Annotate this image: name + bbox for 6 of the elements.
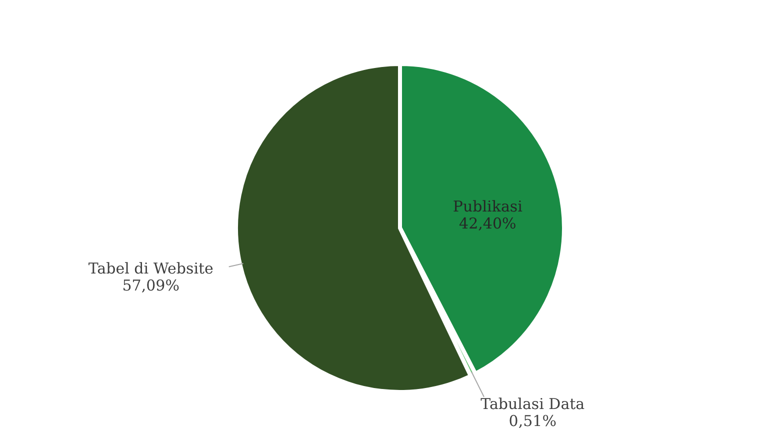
slice-label: Publikasi bbox=[452, 198, 523, 216]
slice-label: Tabel di Website bbox=[88, 260, 214, 278]
data-label: 42,40% bbox=[459, 214, 516, 233]
slice-label: Tabulasi Data bbox=[480, 395, 585, 414]
data-label: 57,09% bbox=[122, 276, 180, 295]
data-label: 0,51% bbox=[508, 412, 556, 430]
